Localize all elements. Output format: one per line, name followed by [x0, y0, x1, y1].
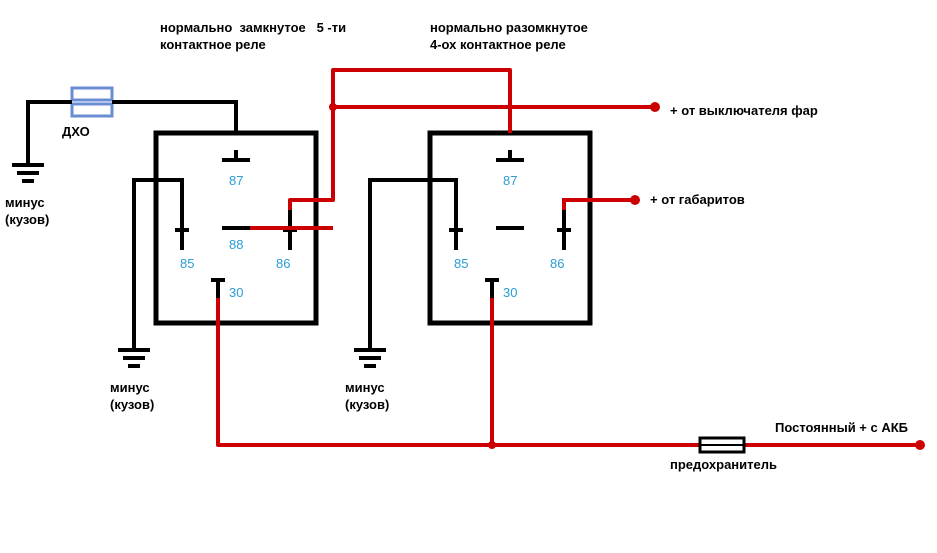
bottom-fuse	[700, 438, 744, 452]
dho-fuse	[72, 88, 112, 116]
wire-r1-85-ground	[118, 180, 182, 366]
wire-r2-85-ground	[354, 180, 456, 366]
relay2-box	[430, 133, 590, 323]
wire-red-parking	[564, 195, 640, 210]
wiring-diagram-svg	[0, 0, 937, 553]
wire-dho-to-relay1-87	[112, 102, 236, 133]
wire-dho-ground	[12, 102, 72, 181]
